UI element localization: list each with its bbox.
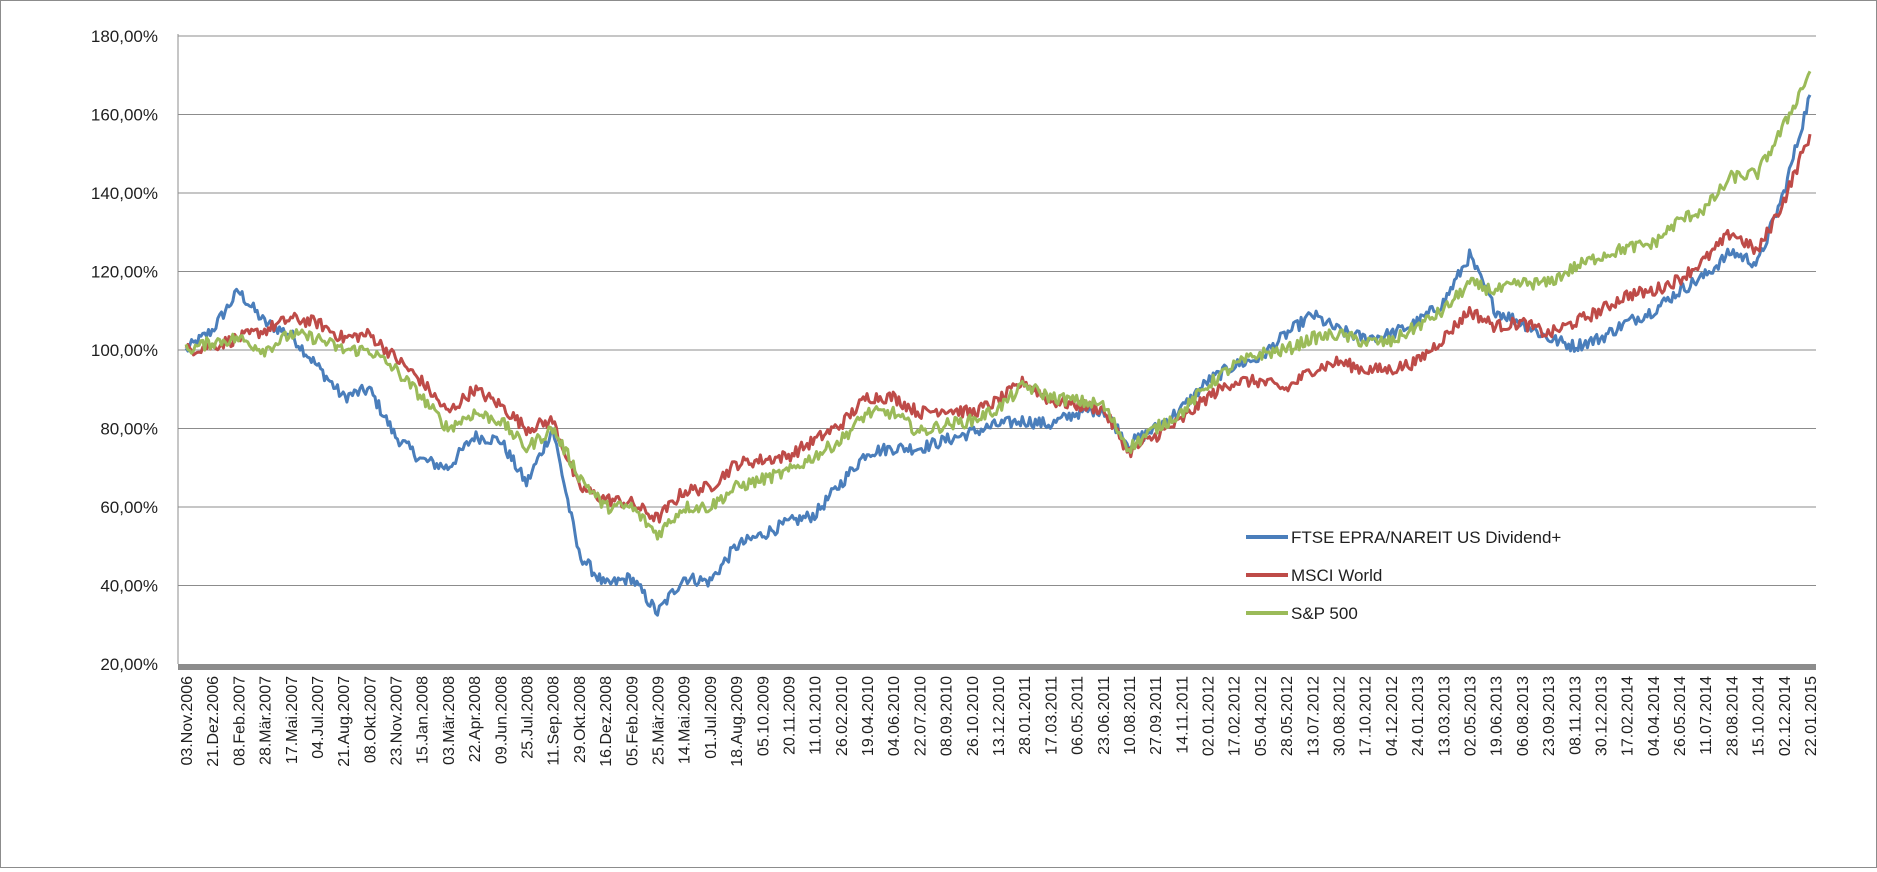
x-tick-label: 14.Mai.2009	[677, 676, 694, 764]
x-tick-label: 18.Aug.2009	[729, 676, 746, 767]
grid-lines	[178, 35, 1816, 586]
x-tick-label: 17.02.2012	[1227, 676, 1244, 756]
x-tick-label: 16.Dez.2008	[598, 676, 615, 767]
x-tick-label: 13.03.2013	[1436, 676, 1453, 756]
x-tick-label: 28.01.2011	[1017, 676, 1034, 755]
y-tick-label: 120,00%	[91, 263, 158, 282]
x-tick-label: 11.01.2010	[808, 676, 825, 755]
x-tick-label: 17.03.2011	[1043, 676, 1060, 755]
y-tick-label: 140,00%	[91, 184, 158, 203]
series-line-2	[184, 70, 1812, 541]
x-tick-label: 04.Jul.2007	[310, 676, 327, 759]
x-tick-label: 22.Apr.2008	[467, 676, 484, 762]
x-tick-label: 03.Nov.2006	[179, 676, 196, 766]
y-tick-label: 180,00%	[91, 27, 158, 46]
x-tick-label: 30.08.2012	[1332, 676, 1349, 756]
x-tick-label: 10.08.2011	[1122, 676, 1139, 755]
x-tick-label: 08.09.2010	[939, 676, 956, 756]
series-lines	[184, 70, 1812, 617]
legend-label: S&P 500	[1291, 604, 1358, 623]
x-tick-label: 06.05.2011	[1070, 676, 1087, 755]
x-tick-label: 23.06.2011	[1096, 676, 1113, 755]
y-tick-label: 60,00%	[100, 498, 158, 517]
x-tick-label: 08.Okt.2007	[362, 676, 379, 763]
x-tick-label: 08.11.2013	[1567, 676, 1584, 755]
y-axis: 20,00% 40,00% 60,00% 80,00% 100,00% 120,00% 14…	[91, 27, 179, 674]
x-tick-label: 11.Sep.2008	[546, 676, 563, 766]
x-tick-label: 06.08.2013	[1515, 676, 1532, 756]
x-tick-label: 27.09.2011	[1148, 676, 1165, 755]
x-tick-label: 04.06.2010	[886, 676, 903, 756]
x-tick-label: 14.11.2011	[1174, 676, 1191, 754]
x-axis-line	[178, 664, 1816, 670]
x-tick-label: 13.12.2010	[991, 676, 1008, 756]
y-tick-label: 20,00%	[100, 655, 158, 674]
legend: FTSE EPRA/NAREIT US Dividend+ MSCI World S…	[1246, 528, 1561, 623]
x-tick-label: 02.05.2013	[1462, 676, 1479, 756]
x-tick-label: 28.08.2014	[1724, 676, 1741, 756]
x-tick-label: 23.Nov.2007	[389, 676, 406, 766]
legend-label: FTSE EPRA/NAREIT US Dividend+	[1291, 528, 1561, 547]
x-tick-label: 19.06.2013	[1489, 676, 1506, 756]
x-tick-label: 15.10.2014	[1751, 676, 1768, 756]
x-axis: 03.Nov.2006 21.Dez.2006 08.Feb.2007 28.Mär.…	[178, 664, 1820, 767]
x-tick-label: 11.07.2014	[1698, 676, 1715, 755]
x-tick-label: 05.10.2009	[755, 676, 772, 756]
x-tick-label: 22.01.2015	[1803, 676, 1820, 756]
x-tick-label: 17.02.2014	[1620, 676, 1637, 756]
x-tick-label: 02.01.2012	[1201, 676, 1218, 756]
y-tick-label: 160,00%	[91, 106, 158, 125]
x-tick-label: 26.02.2010	[834, 676, 851, 756]
series-line-0	[184, 94, 1812, 617]
y-tick-label: 100,00%	[91, 341, 158, 360]
x-tick-label: 26.10.2010	[965, 676, 982, 756]
x-tick-label: 21.Dez.2006	[205, 676, 222, 767]
legend-label: MSCI World	[1291, 566, 1382, 585]
x-tick-label: 04.04.2014	[1646, 676, 1663, 756]
x-tick-label: 05.04.2012	[1253, 676, 1270, 756]
x-tick-label: 13.07.2012	[1305, 676, 1322, 756]
x-tick-label: 20.11.2009	[781, 676, 798, 755]
x-tick-label: 02.12.2014	[1777, 676, 1794, 756]
x-tick-label: 09.Jun.2008	[493, 676, 510, 764]
x-tick-label: 25.Jul.2008	[520, 676, 537, 759]
y-tick-label: 80,00%	[100, 420, 158, 439]
x-tick-label: 03.Mär.2008	[441, 676, 458, 765]
x-tick-label: 05.Feb.2009	[624, 676, 641, 766]
x-tick-label: 29.Okt.2008	[572, 676, 589, 763]
x-tick-label: 17.Mai.2007	[284, 676, 301, 764]
x-tick-label: 21.Aug.2007	[336, 676, 353, 767]
series-line-1	[184, 133, 1812, 524]
x-tick-label: 08.Feb.2007	[231, 676, 248, 766]
x-tick-label: 26.05.2014	[1672, 676, 1689, 756]
x-tick-label: 25.Mär.2009	[650, 676, 667, 765]
x-tick-label: 24.01.2013	[1410, 676, 1427, 756]
x-tick-label: 28.Mär.2007	[258, 676, 275, 765]
x-tick-label: 04.12.2012	[1384, 676, 1401, 756]
x-tick-label: 23.09.2013	[1541, 676, 1558, 756]
x-tick-label: 15.Jan.2008	[415, 676, 432, 764]
x-tick-label: 22.07.2010	[912, 676, 929, 756]
x-tick-label: 01.Jul.2009	[703, 676, 720, 759]
x-tick-label: 28.05.2012	[1279, 676, 1296, 756]
x-tick-label: 19.04.2010	[860, 676, 877, 756]
x-tick-label: 17.10.2012	[1358, 676, 1375, 756]
x-tick-label: 30.12.2013	[1593, 676, 1610, 756]
y-tick-label: 40,00%	[100, 577, 158, 596]
